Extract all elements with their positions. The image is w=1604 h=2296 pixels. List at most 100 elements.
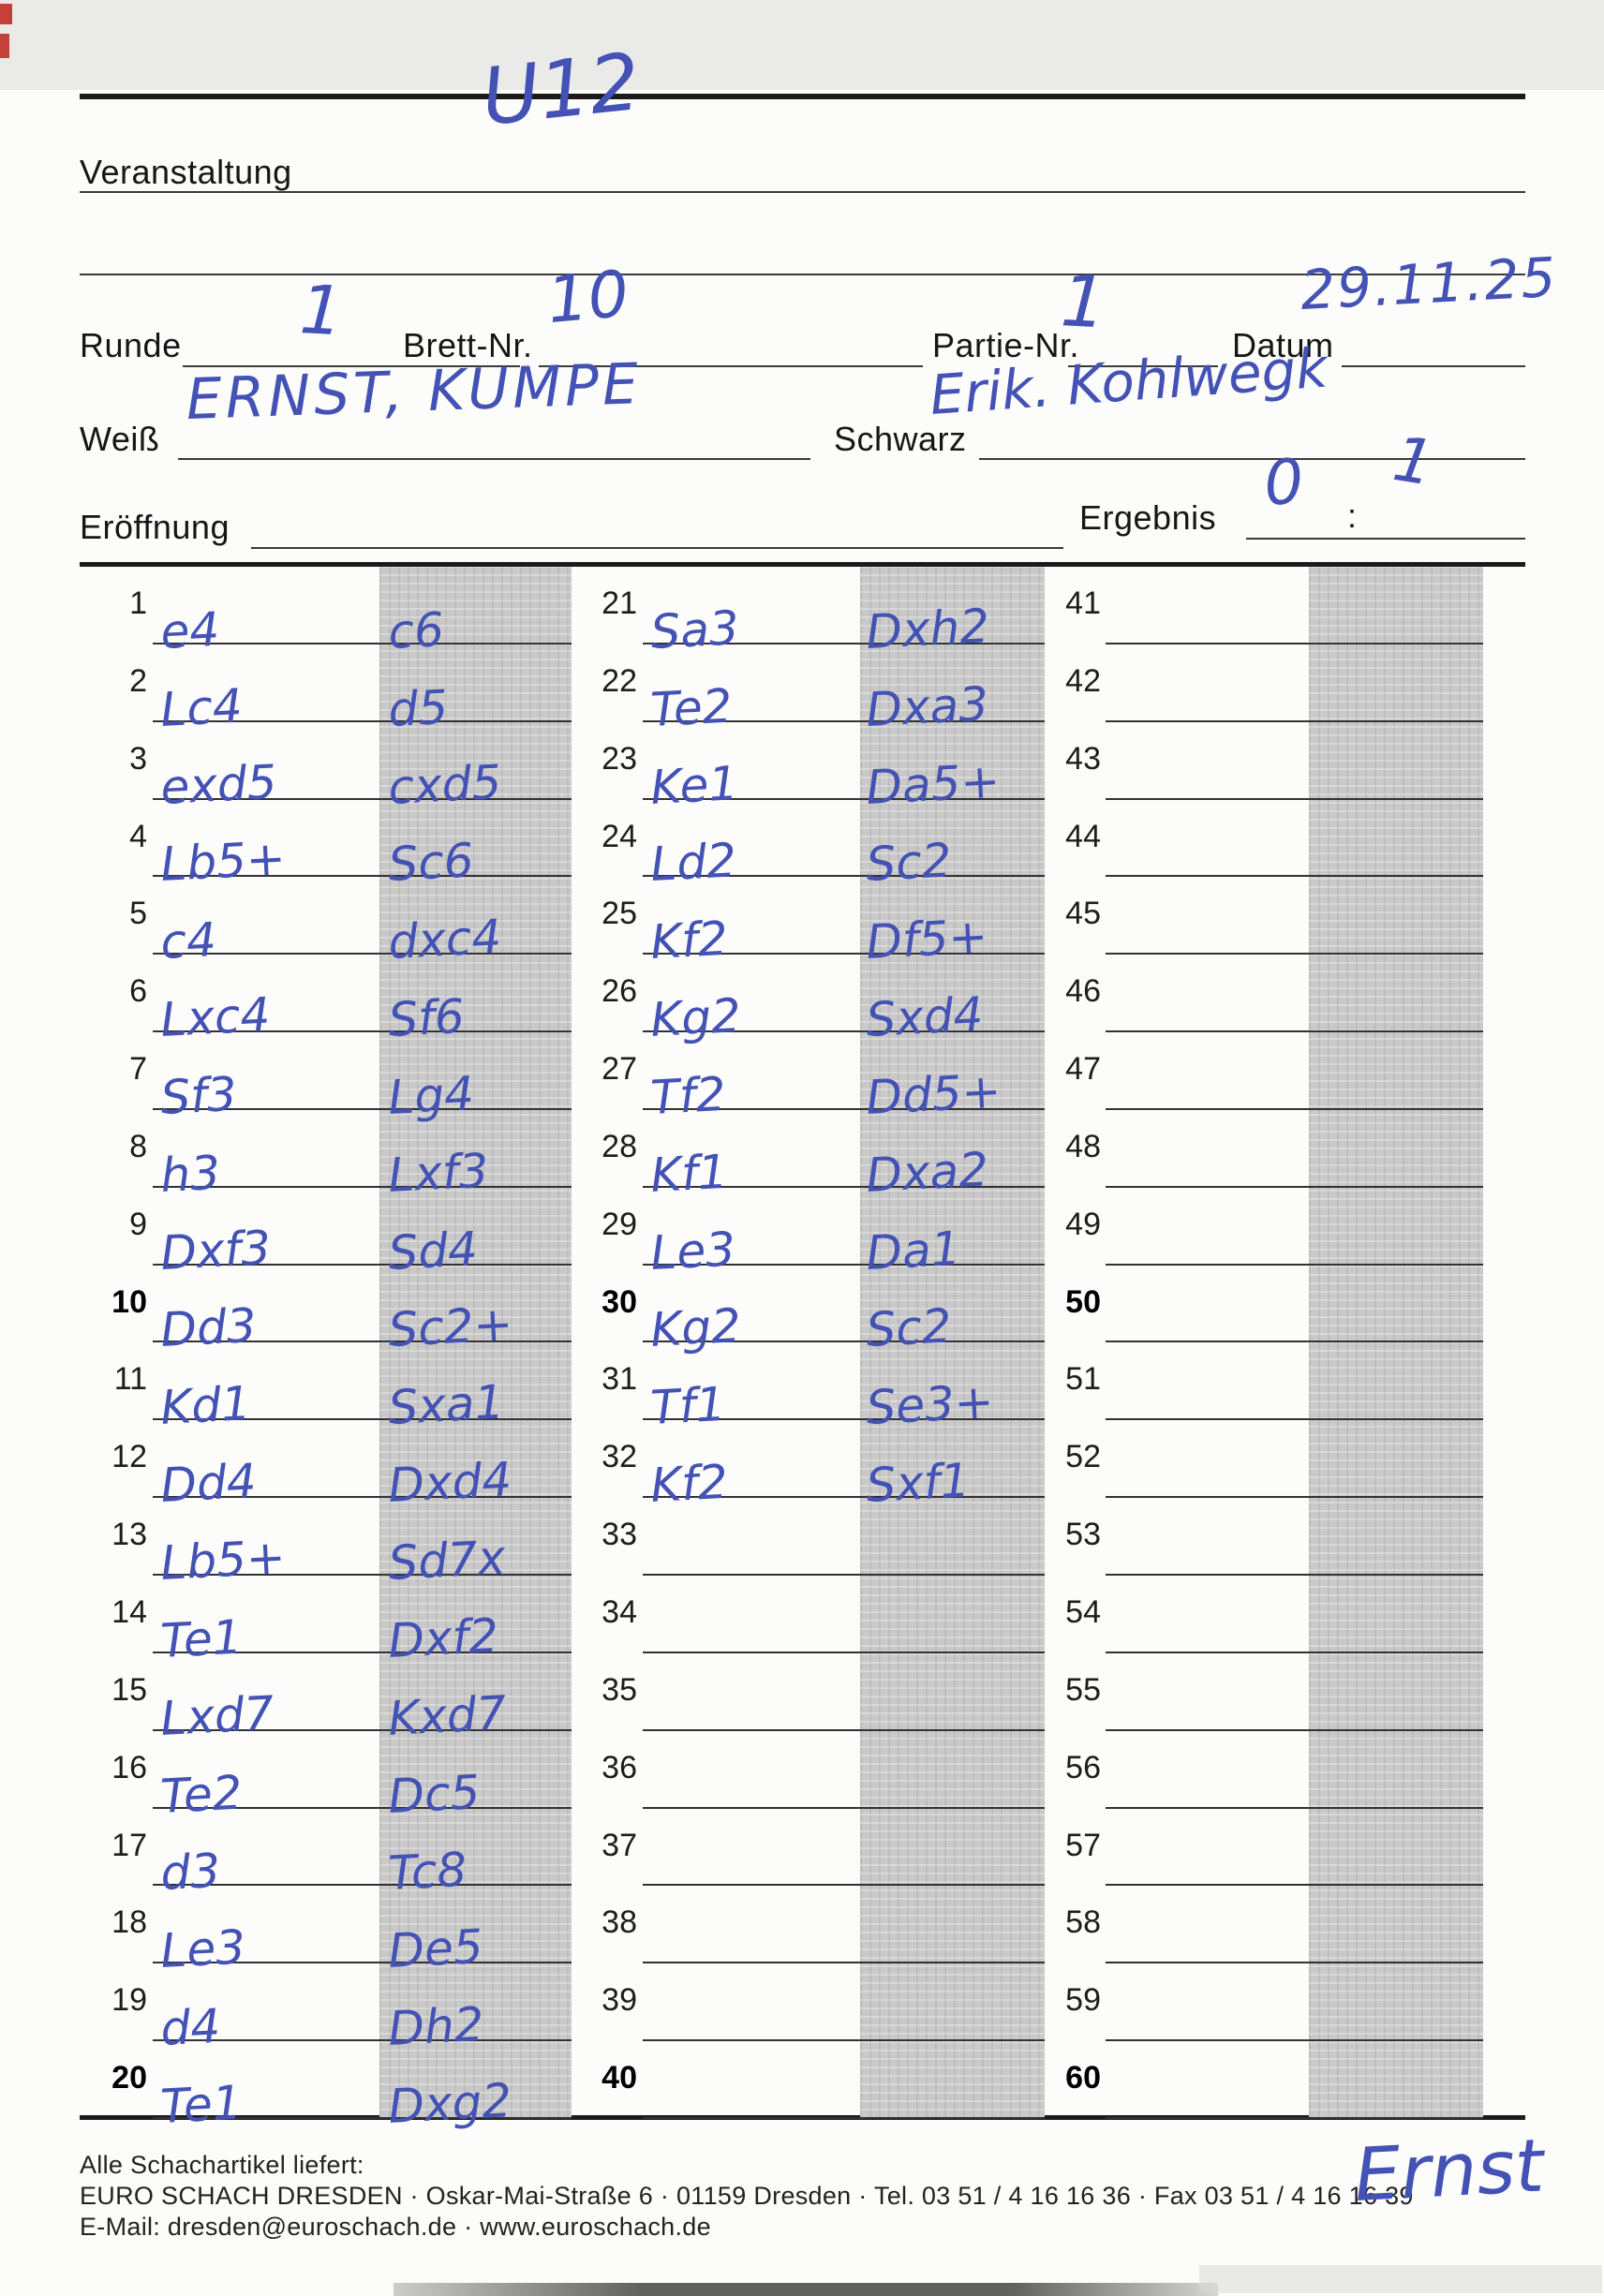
black-move-cell: Sxf1 (860, 1420, 1045, 1513)
white-move-cell (1107, 1963, 1309, 2041)
move-row-line (1106, 1185, 1483, 1188)
move-row: 27 Tf2 Dd5+ (573, 1032, 1045, 1125)
move-row-line (643, 875, 1045, 878)
move-row-line (153, 953, 572, 955)
white-move-cell: Lb5+ (155, 1498, 379, 1591)
move-row: 13 Lb5+ Sd7x (80, 1498, 572, 1591)
ergebnis-colon: : (1347, 496, 1358, 535)
move-row-line (643, 2116, 1045, 2119)
white-move-cell (645, 1809, 860, 1887)
footer-line-1: Alle Schachartikel liefert: (80, 2151, 364, 2179)
white-move-cell (1107, 955, 1309, 1032)
move-row: 3 exd5 cxd5 (80, 722, 572, 815)
move-number: 49 (1065, 1206, 1101, 1242)
white-move-cell: Lb5+ (155, 800, 379, 892)
white-move-cell: Te1 (155, 1576, 379, 1667)
move-number: 10 (111, 1283, 147, 1320)
black-move-cell: Kxd7 (382, 1653, 572, 1746)
ergebnis-label: Ergebnis (1079, 498, 1217, 537)
move-row: 25 Kf2 Df5+ (573, 877, 1045, 970)
separator-line (80, 274, 1525, 275)
move-row-line (1106, 1884, 1483, 1887)
white-move-cell (1107, 644, 1309, 722)
black-move-cell: Lg4 (382, 1032, 572, 1125)
move-row: 19 d4 Dh2 (80, 1963, 572, 2056)
white-move-cell (1107, 1809, 1309, 1887)
white-move-cell: Kf2 (645, 877, 860, 970)
veranstaltung-line (80, 191, 1525, 193)
move-row-line (1106, 1107, 1483, 1110)
black-move-cell (860, 1809, 1045, 1887)
move-number: 46 (1065, 973, 1101, 1010)
move-number: 13 (111, 1517, 147, 1553)
black-move-cell: dxc4 (382, 877, 572, 970)
move-number: 8 (129, 1128, 147, 1164)
move-number: 5 (129, 896, 147, 932)
handwritten-signature: Ernst (1352, 2124, 1546, 2218)
move-number: 3 (129, 740, 147, 777)
move-row: 11 Kd1 Sxa1 (80, 1342, 572, 1435)
white-move-cell: Dd3 (155, 1266, 379, 1357)
move-row-line (643, 1962, 1045, 1964)
move-number: 4 (129, 818, 147, 854)
black-move-cell: Dd5+ (860, 1032, 1045, 1124)
move-row-line (643, 1728, 1045, 1731)
move-number: 51 (1065, 1361, 1101, 1398)
handwritten-datum: 29.11.25 (1299, 244, 1559, 322)
move-number: 59 (1065, 1982, 1101, 2019)
move-number: 16 (111, 1749, 147, 1785)
move-number: 37 (602, 1827, 637, 1863)
move-row: 17 d3 Tc8 (80, 1809, 572, 1901)
black-move-cell: Se3+ (860, 1342, 1045, 1435)
black-move-cell: Da1 (860, 1188, 1045, 1280)
move-row-line (153, 875, 572, 878)
move-number: 38 (602, 1904, 637, 1941)
move-row: 2 Lc4 d5 (80, 644, 572, 737)
move-number: 50 (1065, 1283, 1101, 1320)
partie-nr-label: Partie-Nr. (932, 326, 1080, 364)
white-move-cell: Sf3 (155, 1032, 379, 1125)
move-number: 34 (602, 1593, 637, 1630)
move-row-line (1106, 1030, 1483, 1033)
black-move-cell: Sc6 (382, 800, 572, 893)
move-row: 31 Tf1 Se3+ (573, 1342, 1045, 1435)
scan-red-mark (0, 4, 12, 24)
move-row: 16 Te2 Dc5 (80, 1731, 572, 1824)
black-move-cell (860, 1498, 1045, 1576)
black-move-cell (1309, 644, 1483, 722)
white-move-cell (1107, 1266, 1309, 1343)
black-move-cell (1309, 1420, 1483, 1498)
black-move-cell: Sf6 (382, 955, 572, 1047)
white-move-cell: Lxc4 (155, 955, 379, 1047)
move-number: 26 (602, 973, 637, 1010)
move-number: 57 (1065, 1827, 1101, 1863)
move-number: 48 (1065, 1128, 1101, 1164)
move-row: 18 Le3 De5 (80, 1886, 572, 1978)
move-number: 25 (602, 896, 637, 932)
black-move-cell (1309, 567, 1483, 644)
scan-smudge (1199, 2265, 1602, 2293)
move-row: 29 Le3 Da1 (573, 1188, 1045, 1281)
white-move-cell (1107, 1498, 1309, 1576)
white-move-cell: Lxd7 (155, 1653, 379, 1745)
move-row-line (153, 2039, 572, 2042)
black-move-cell (1309, 1342, 1483, 1420)
move-row: 24 Ld2 Sc2 (573, 800, 1045, 892)
move-row: 8 h3 Lxf3 (80, 1110, 572, 1203)
move-row-line (643, 1418, 1045, 1421)
black-move-cell: Dxa3 (860, 644, 1045, 737)
black-move-cell: Dc5 (382, 1731, 572, 1823)
move-number: 28 (602, 1128, 637, 1164)
black-move-cell: Dxa2 (860, 1110, 1045, 1203)
move-number: 47 (1065, 1051, 1101, 1088)
scan-top-strip (0, 0, 1604, 90)
black-move-cell (1309, 1731, 1483, 1809)
move-row: 60 (1035, 2041, 1483, 2119)
move-row: 53 (1035, 1498, 1483, 1576)
white-move-cell (1107, 1576, 1309, 1653)
move-number: 12 (111, 1439, 147, 1475)
black-move-cell: Sd7x (382, 1498, 572, 1591)
white-move-cell (1107, 1420, 1309, 1498)
white-move-cell: d3 (155, 1809, 379, 1901)
black-move-cell: Dxd4 (382, 1420, 572, 1513)
